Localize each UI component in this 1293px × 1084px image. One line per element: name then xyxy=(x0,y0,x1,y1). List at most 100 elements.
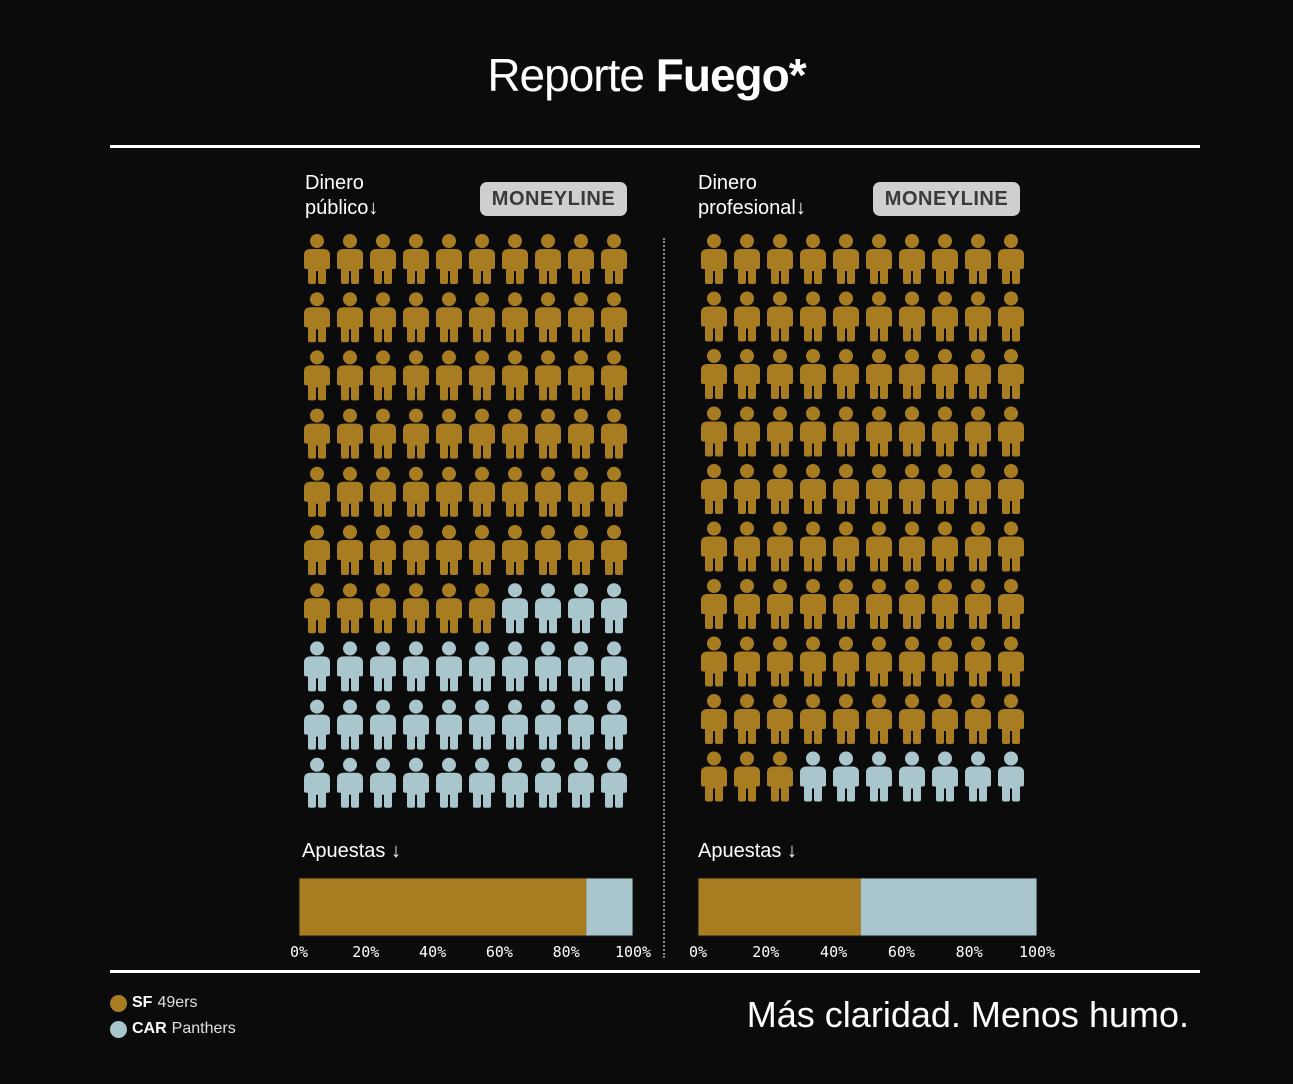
public-person-51 xyxy=(337,525,363,575)
pro-person-6 xyxy=(899,234,925,284)
pro-person-45 xyxy=(866,464,892,514)
public-person-76 xyxy=(502,641,528,692)
public-person-98 xyxy=(568,757,594,808)
pro-person-66 xyxy=(899,579,925,629)
pro-person-11 xyxy=(734,291,760,342)
public-person-89 xyxy=(601,699,627,750)
pro-person-37 xyxy=(932,406,958,457)
pro-person-2 xyxy=(767,234,793,284)
pro-person-67 xyxy=(932,579,958,629)
pro-person-74 xyxy=(833,636,859,687)
pro-person-50 xyxy=(701,521,727,572)
public-person-70 xyxy=(304,641,330,692)
public-person-96 xyxy=(502,757,528,808)
pro-person-25 xyxy=(866,349,892,399)
public-person-32 xyxy=(370,408,396,459)
pro-person-65 xyxy=(866,579,892,629)
pro-person-32 xyxy=(767,406,793,457)
public-person-54 xyxy=(436,525,462,575)
pro-person-91 xyxy=(734,751,760,802)
pro-person-56 xyxy=(899,521,925,572)
pro-person-88 xyxy=(965,694,991,744)
public-person-93 xyxy=(403,757,429,808)
bets-pro-frame xyxy=(697,877,1038,937)
public-person-80 xyxy=(304,699,330,750)
pro-person-39 xyxy=(998,406,1024,457)
pro-person-43 xyxy=(800,464,826,514)
top-rule xyxy=(110,145,1200,148)
pro-person-46 xyxy=(899,464,925,514)
pro-person-92 xyxy=(767,751,793,802)
pro-person-9 xyxy=(998,234,1024,284)
bets-public-tick-label: 40% xyxy=(419,943,446,961)
public-person-19 xyxy=(601,292,627,343)
public-person-74 xyxy=(436,641,462,692)
bets-public-tick-label: 0% xyxy=(290,943,308,961)
legend-dot-sf xyxy=(110,994,127,1012)
bets-public-segment-sf xyxy=(299,878,587,936)
pro-person-38 xyxy=(965,406,991,457)
public-person-72 xyxy=(370,641,396,692)
title-light: Reporte xyxy=(487,49,645,101)
public-person-33 xyxy=(403,408,429,459)
pro-person-20 xyxy=(701,349,727,399)
pro-person-69 xyxy=(998,579,1024,629)
public-person-62 xyxy=(370,583,396,634)
pro-person-93 xyxy=(800,751,826,802)
public-person-16 xyxy=(502,292,528,343)
pro-person-57 xyxy=(932,521,958,572)
pro-person-52 xyxy=(767,521,793,572)
bets-pro-tick-label: 0% xyxy=(689,943,707,961)
public-person-60 xyxy=(304,583,330,634)
public-person-84 xyxy=(436,699,462,750)
pro-person-60 xyxy=(701,579,727,629)
public-person-97 xyxy=(535,757,561,808)
public-person-55 xyxy=(469,525,495,575)
public-person-91 xyxy=(337,757,363,808)
pro-person-13 xyxy=(800,291,826,342)
pro-person-48 xyxy=(965,464,991,514)
public-person-95 xyxy=(469,757,495,808)
legend: SF 49ers CAR Panthers xyxy=(110,990,236,1042)
public-person-42 xyxy=(370,466,396,517)
tagline: Más claridad. Menos humo. xyxy=(746,994,1189,1035)
pro-person-23 xyxy=(800,349,826,399)
public-person-88 xyxy=(568,699,594,750)
label-pro-money: Dinero profesional↓ xyxy=(698,172,806,219)
public-person-53 xyxy=(403,525,429,575)
pro-person-10 xyxy=(701,291,727,342)
pro-person-78 xyxy=(965,636,991,687)
pro-person-97 xyxy=(932,751,958,802)
public-person-4 xyxy=(436,234,462,284)
bets-public-tick-label: 60% xyxy=(486,943,513,961)
pro-person-85 xyxy=(866,694,892,744)
legend-name-car: Panthers xyxy=(171,1020,236,1037)
bets-pro-segment-sf xyxy=(698,878,861,936)
public-person-94 xyxy=(436,757,462,808)
pro-person-21 xyxy=(734,349,760,399)
public-person-34 xyxy=(436,408,462,459)
public-person-47 xyxy=(535,466,561,517)
public-person-38 xyxy=(568,408,594,459)
public-person-24 xyxy=(436,350,462,401)
public-person-48 xyxy=(568,466,594,517)
pro-person-99 xyxy=(998,751,1024,802)
public-person-21 xyxy=(337,350,363,401)
pro-person-73 xyxy=(800,636,826,687)
pro-person-77 xyxy=(932,636,958,687)
pro-person-98 xyxy=(965,751,991,802)
public-person-20 xyxy=(304,350,330,401)
page-title: Reporte Fuego* xyxy=(0,48,1293,102)
moneyline-badge-pro: MONEYLINE xyxy=(873,182,1020,216)
public-person-59 xyxy=(601,525,627,575)
public-person-15 xyxy=(469,292,495,343)
pro-person-79 xyxy=(998,636,1024,687)
bets-public-frame xyxy=(298,877,634,937)
pro-person-87 xyxy=(932,694,958,744)
public-person-10 xyxy=(304,292,330,343)
public-person-2 xyxy=(370,234,396,284)
public-person-31 xyxy=(337,408,363,459)
public-person-87 xyxy=(535,699,561,750)
pro-person-14 xyxy=(833,291,859,342)
public-person-43 xyxy=(403,466,429,517)
